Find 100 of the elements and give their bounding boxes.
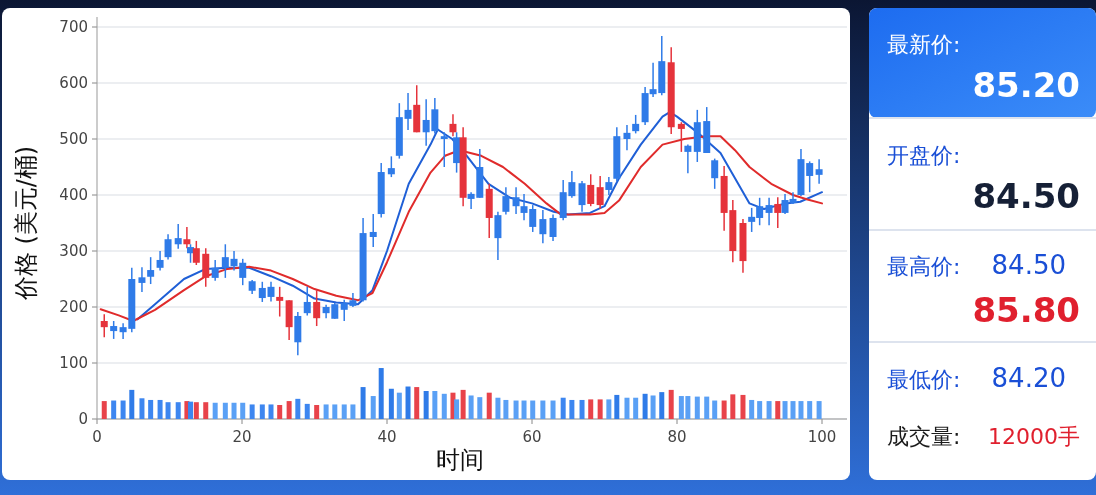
- bar: [588, 399, 594, 419]
- bar: [766, 401, 772, 419]
- bar: [341, 404, 347, 419]
- bar: [704, 396, 710, 419]
- bar: [633, 397, 639, 419]
- text: 85.20: [972, 65, 1080, 105]
- bar: [193, 402, 199, 419]
- candlestick: [632, 114, 640, 135]
- candlestick: [512, 186, 520, 215]
- bar: [624, 397, 630, 419]
- candlestick: [494, 211, 502, 261]
- y-tick-label: 200: [59, 298, 88, 316]
- line-series: [136, 111, 823, 321]
- candlestick: [100, 313, 108, 338]
- bar: [757, 401, 763, 419]
- candlestick: [774, 196, 782, 229]
- text: 最新价:: [887, 32, 961, 57]
- bar: [816, 401, 822, 419]
- bar: [614, 394, 620, 419]
- y-tick-label: 700: [59, 18, 88, 36]
- candlestick: [313, 289, 321, 327]
- x-tick-label: 40: [377, 428, 397, 446]
- bar: [249, 404, 255, 419]
- text: 12000手: [988, 424, 1080, 449]
- bar: [188, 401, 194, 419]
- candlestick: [539, 209, 547, 244]
- bar: [378, 368, 384, 419]
- bar: [120, 400, 126, 419]
- candlestick: [258, 281, 266, 303]
- bar: [530, 400, 536, 419]
- y-tick-label: 500: [59, 130, 88, 148]
- bar: [477, 397, 483, 419]
- bar: [540, 400, 546, 419]
- bar: [157, 399, 163, 419]
- bar: [454, 399, 460, 419]
- candlestick: [276, 286, 284, 318]
- bar: [790, 401, 796, 419]
- bar: [139, 398, 145, 419]
- bar: [486, 392, 492, 419]
- candlestick: [147, 256, 155, 285]
- line-series: [99, 135, 823, 322]
- candlestick: [711, 157, 719, 190]
- bar: [388, 388, 394, 419]
- y-axis-title: 价格 (美元/桶): [12, 145, 40, 302]
- bar: [807, 401, 813, 419]
- bar: [240, 402, 246, 419]
- bar: [579, 399, 585, 419]
- x-tick-label: 80: [667, 428, 687, 446]
- bar: [268, 404, 274, 419]
- text: 84.20: [991, 363, 1066, 393]
- bar: [396, 392, 402, 419]
- candlestick: [587, 173, 595, 207]
- candlestick: [211, 259, 219, 282]
- bar: [259, 404, 265, 419]
- bar: [650, 395, 656, 419]
- bar: [503, 399, 509, 419]
- candlestick: [221, 243, 229, 279]
- bar: [606, 399, 612, 419]
- bar: [659, 392, 665, 419]
- candlestick: [449, 113, 457, 137]
- candlestick: [815, 158, 823, 185]
- candlestick: [387, 155, 395, 178]
- y-tick-label: 100: [59, 354, 88, 372]
- candlestick: [192, 240, 200, 266]
- bar: [314, 405, 320, 419]
- text: 最低价:: [887, 367, 961, 392]
- candlestick: [404, 92, 412, 131]
- bar: [203, 402, 209, 419]
- bar: [694, 396, 700, 419]
- bar: [148, 399, 154, 419]
- bar: [432, 391, 438, 419]
- text: 开盘价:: [887, 143, 961, 168]
- x-tick-label: 20: [232, 428, 252, 446]
- candlestick: [765, 197, 773, 226]
- bar: [441, 393, 447, 419]
- bar: [295, 398, 301, 419]
- bar: [111, 400, 117, 419]
- candlestick: [267, 281, 275, 303]
- candlestick: [183, 226, 191, 249]
- bar: [521, 400, 527, 419]
- bar: [231, 402, 237, 419]
- y-tick-label: 400: [59, 186, 88, 204]
- bar: [513, 400, 519, 419]
- x-tick-label: 0: [92, 428, 102, 446]
- text: 84.50: [972, 176, 1080, 216]
- text: 84.50: [991, 250, 1066, 280]
- bar: [550, 400, 556, 419]
- bar: [798, 401, 804, 419]
- bar: [460, 389, 466, 419]
- candlestick: [596, 175, 604, 210]
- candlestick: [684, 143, 692, 174]
- candlestick: [138, 266, 146, 293]
- bar: [323, 404, 329, 419]
- bar: [175, 402, 181, 419]
- bar: [370, 396, 376, 419]
- bar: [212, 402, 218, 419]
- bar: [569, 399, 575, 419]
- candlestick: [502, 186, 510, 216]
- bar: [277, 405, 283, 419]
- bar: [597, 399, 603, 419]
